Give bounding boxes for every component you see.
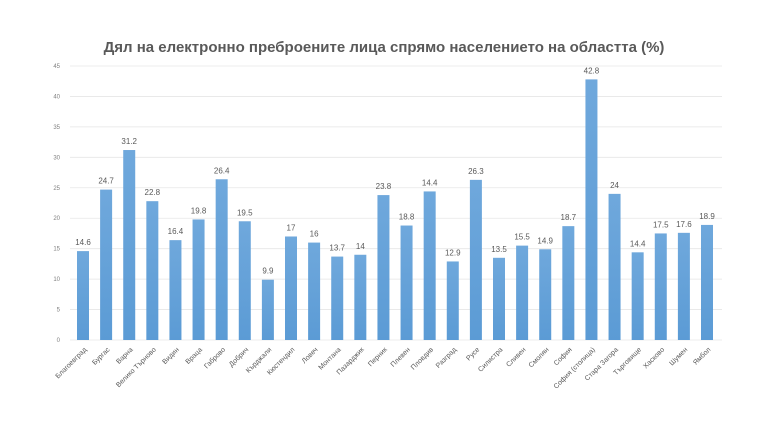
category-label: София [553,346,574,367]
bar [192,219,205,340]
data-label: 9.9 [262,267,274,276]
data-label: 22.8 [145,188,161,197]
y-tick-label: 40 [53,94,60,100]
bar [238,221,251,340]
data-label: 19.8 [191,206,207,215]
category-label: Плевен [390,346,412,368]
data-label: 18.7 [561,213,577,222]
bar [377,195,390,340]
category-label: Видин [161,346,180,365]
y-tick-label: 0 [57,338,61,344]
gridlines [70,65,722,341]
bar [100,189,113,340]
data-label: 18.8 [399,213,415,222]
data-label: 14.4 [630,239,646,248]
y-axis: 0 5 10 15 20 25 30 35 40 45 [53,64,60,344]
y-tick-label: 15 [53,247,60,253]
bar [285,236,297,340]
category-label: Силистра [477,346,504,373]
bar [400,225,413,340]
category-label: Русе [465,346,481,362]
y-tick-label: 25 [53,186,60,192]
bar [169,240,182,340]
data-label: 18.9 [699,212,715,221]
y-tick-label: 20 [53,216,60,222]
y-tick-label: 45 [53,64,60,70]
y-tick-label: 35 [53,125,60,131]
bar [654,233,667,340]
category-label: Шумен [668,346,689,367]
y-tick-label: 30 [53,155,60,161]
data-label: 13.5 [491,245,507,254]
bar [539,249,552,340]
data-label: 24 [610,181,619,190]
bar [446,261,459,340]
data-label: 42.8 [584,66,600,75]
bar [308,242,321,340]
bar [331,256,344,340]
bar [677,232,690,340]
data-label: 26.3 [468,167,484,176]
category-label: Велико Търново [115,346,158,389]
bar [423,191,436,340]
category-label: Разград [435,346,458,369]
data-label: 14.6 [75,238,91,247]
category-label: София (столица) [553,346,597,390]
data-label: 13.7 [329,244,345,253]
bar [469,179,482,340]
data-label: 16 [310,230,319,239]
category-label: Смолян [528,346,551,369]
data-label: 17.5 [653,220,669,229]
data-label: 16.4 [168,227,184,236]
category-label: Бургас [91,346,112,367]
data-label: 17 [287,223,296,232]
bar [261,279,274,340]
category-label: Габрово [203,346,228,371]
category-label: Враца [185,346,204,365]
bar [701,224,713,340]
category-label: Хасково [642,346,666,370]
data-labels: 14.6 24.7 31.2 22.8 16.4 19.8 26.4 19.5 9.9 17 16 1… [75,66,715,275]
category-label: Перник [367,346,389,368]
bar [608,193,621,340]
bars [77,79,713,340]
category-label: Сливен [505,346,527,368]
data-label: 26.4 [214,166,230,175]
data-label: 14.4 [422,178,438,187]
data-label: 24.7 [98,177,114,186]
bar [123,150,136,340]
data-label: 19.5 [237,208,253,217]
category-label: Пловдив [410,346,435,371]
data-label: 31.2 [121,137,137,146]
bar [77,251,89,340]
data-label: 23.8 [376,182,392,191]
data-label: 15.5 [514,233,530,242]
bar [562,226,575,340]
category-label: Добрич [227,346,250,369]
data-label: 14.9 [537,236,553,245]
bar [493,257,505,340]
bar [215,179,228,340]
data-label: 14 [356,242,365,251]
bar [585,79,598,340]
bar [516,245,529,340]
category-label: Ловеч [301,346,320,365]
chart-title: Дял на електронно преброените лица спрям… [104,39,665,56]
category-label: Ямбол [691,346,712,367]
category-label: Варна [115,346,134,365]
bar [146,201,159,340]
y-tick-label: 5 [57,308,61,314]
bar [631,252,644,340]
bar [354,254,367,340]
y-tick-label: 10 [53,277,60,283]
data-label: 12.9 [445,248,461,257]
data-label: 17.6 [676,220,692,229]
category-label: Благоевград [55,346,89,380]
